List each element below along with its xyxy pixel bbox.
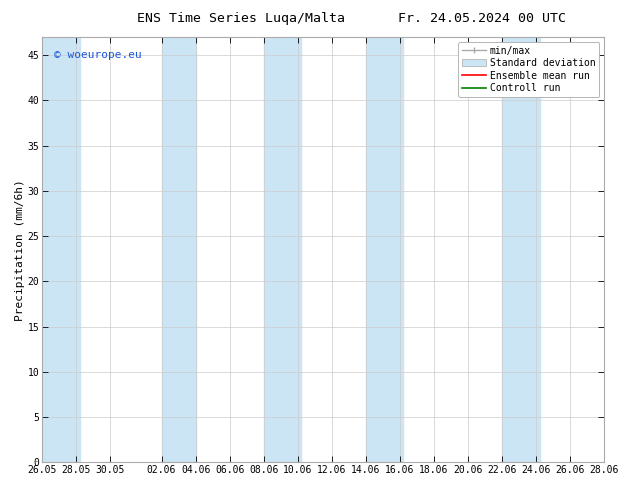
Bar — [162, 37, 195, 462]
Bar — [502, 37, 540, 462]
Y-axis label: Precipitation (mm/6h): Precipitation (mm/6h) — [15, 179, 25, 320]
Text: Fr. 24.05.2024 00 UTC: Fr. 24.05.2024 00 UTC — [398, 12, 566, 25]
Text: © woeurope.eu: © woeurope.eu — [53, 50, 141, 60]
Bar — [264, 37, 301, 462]
Text: ENS Time Series Luqa/Malta: ENS Time Series Luqa/Malta — [137, 12, 345, 25]
Bar — [42, 37, 80, 462]
Legend: min/max, Standard deviation, Ensemble mean run, Controll run: min/max, Standard deviation, Ensemble me… — [458, 42, 600, 97]
Bar — [366, 37, 403, 462]
